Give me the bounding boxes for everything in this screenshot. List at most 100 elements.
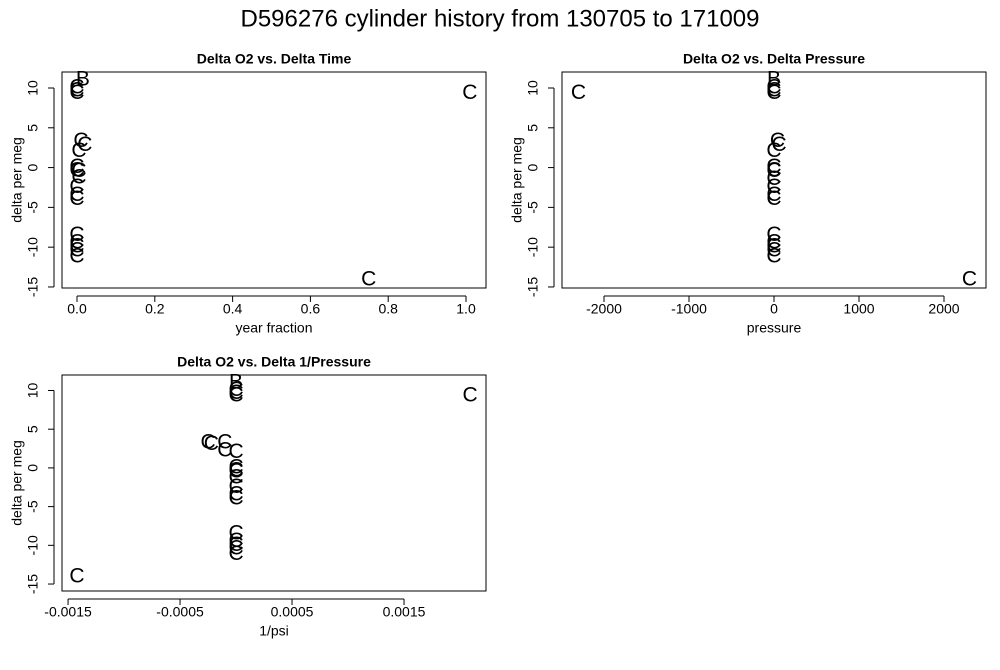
y-tick-label: -10: [25, 535, 41, 555]
point-marker: C: [71, 159, 86, 182]
x-tick-label: 1000: [843, 301, 874, 317]
point-marker: C: [71, 139, 86, 162]
point-marker: B: [76, 68, 90, 91]
y-tick-label: 10: [25, 80, 41, 96]
point-marker: C: [766, 167, 781, 190]
point-marker: C: [69, 79, 84, 102]
point-marker: C: [462, 81, 477, 104]
panel-title: Delta O2 vs. Delta Pressure: [683, 51, 865, 67]
point-marker: C: [766, 159, 781, 182]
y-axis-label: delta per meg: [9, 440, 25, 526]
point-marker: C: [228, 537, 243, 560]
y-tick-label: -5: [25, 201, 41, 214]
point-marker: C: [571, 81, 586, 104]
point-marker: C: [228, 381, 243, 404]
point-marker: C: [228, 521, 243, 544]
y-tick-label: 5: [25, 124, 41, 132]
point-marker: C: [228, 466, 243, 489]
point-marker: C: [69, 158, 84, 181]
x-axis-label: pressure: [747, 320, 802, 336]
x-tick-label: -1000: [671, 301, 707, 317]
x-tick-label: -2000: [586, 301, 622, 317]
point-marker: B: [229, 370, 243, 393]
point-marker: C: [69, 235, 84, 258]
plot-frame: [61, 71, 487, 289]
point-marker: C: [71, 165, 86, 188]
point-marker: C: [69, 187, 84, 210]
panel-title: Delta O2 vs. Delta 1/Pressure: [177, 354, 371, 370]
point-marker: C: [766, 231, 781, 254]
point-marker: C: [228, 533, 243, 556]
y-tick-label: 5: [25, 425, 41, 433]
point-marker: C: [77, 133, 92, 156]
y-tick-label: -15: [25, 277, 41, 297]
point-marker: C: [228, 440, 243, 463]
point-marker: C: [766, 76, 781, 99]
point-marker: C: [69, 183, 84, 206]
plot-frame: [61, 374, 487, 592]
point-marker: C: [228, 483, 243, 506]
point-marker: C: [69, 565, 84, 588]
main-title: D596276 cylinder history from 130705 to …: [241, 5, 760, 32]
point-marker: C: [69, 223, 84, 246]
point-marker: C: [69, 231, 84, 254]
x-tick-label: 0.0015: [383, 604, 426, 620]
y-tick-label: 0: [25, 464, 41, 472]
y-tick-label: -5: [525, 201, 541, 214]
panel-title: Delta O2 vs. Delta Time: [197, 51, 352, 67]
point-marker: C: [228, 383, 243, 406]
point-marker: C: [204, 432, 219, 455]
point-marker: B: [767, 68, 781, 91]
x-tick-label: 0.8: [378, 301, 398, 317]
x-tick-label: 0.0005: [271, 604, 314, 620]
point-marker: C: [73, 129, 88, 152]
point-marker: C: [766, 79, 781, 102]
point-marker: C: [228, 475, 243, 498]
point-marker: C: [69, 76, 84, 99]
point-marker: C: [69, 81, 84, 104]
point-marker: C: [217, 431, 232, 454]
point-marker: C: [766, 244, 781, 267]
point-marker: C: [228, 378, 243, 401]
y-tick-label: -15: [25, 574, 41, 594]
y-tick-label: 0: [25, 163, 41, 171]
point-marker: C: [228, 486, 243, 509]
y-tick-label: -15: [525, 277, 541, 297]
x-tick-label: 1.0: [456, 301, 476, 317]
point-marker: C: [69, 155, 84, 178]
point-marker: C: [766, 155, 781, 178]
x-tick-label: 0.2: [145, 301, 165, 317]
point-marker: C: [766, 187, 781, 210]
point-marker: C: [228, 459, 243, 482]
point-marker: C: [228, 529, 243, 552]
point-marker: C: [766, 235, 781, 258]
point-marker: C: [228, 542, 243, 565]
point-marker: C: [766, 239, 781, 262]
y-tick-label: 5: [525, 124, 541, 132]
y-axis-label: delta per meg: [509, 137, 525, 223]
point-marker: C: [69, 244, 84, 267]
point-marker: C: [766, 158, 781, 181]
y-tick-label: -5: [25, 500, 41, 513]
x-axis-label: 1/psi: [259, 623, 289, 639]
point-marker: C: [228, 455, 243, 478]
y-tick-label: 10: [525, 80, 541, 96]
point-marker: C: [228, 459, 243, 482]
point-marker: C: [766, 223, 781, 246]
point-marker: C: [69, 239, 84, 262]
y-tick-label: -10: [25, 237, 41, 257]
x-tick-label: 0.4: [223, 301, 243, 317]
y-tick-label: -10: [525, 237, 541, 257]
point-marker: C: [766, 183, 781, 206]
x-axis-label: year fraction: [235, 320, 312, 336]
plot-frame: [561, 71, 987, 289]
x-tick-label: -0.0015: [44, 604, 92, 620]
point-marker: C: [200, 431, 215, 454]
y-axis-label: delta per meg: [9, 137, 25, 223]
y-tick-label: 10: [25, 382, 41, 398]
point-marker: C: [766, 175, 781, 198]
point-marker: C: [463, 383, 478, 406]
point-marker: C: [766, 139, 781, 162]
x-tick-label: 0.6: [301, 301, 321, 317]
